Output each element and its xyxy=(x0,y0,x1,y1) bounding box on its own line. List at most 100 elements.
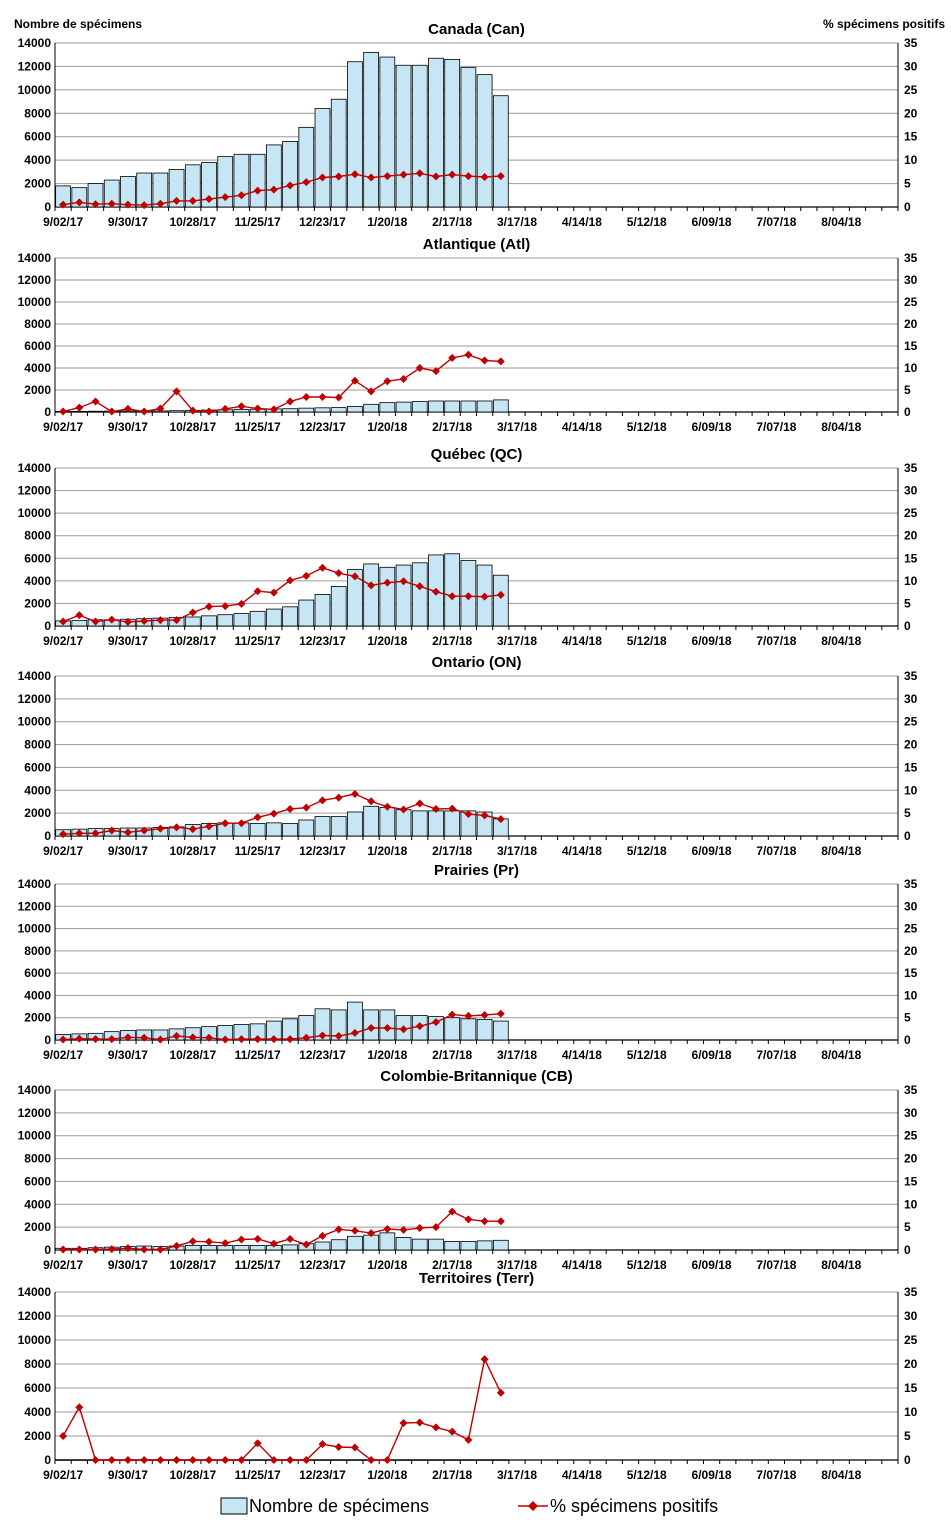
x-tick-label: 2/17/18 xyxy=(432,1048,472,1062)
line-point xyxy=(221,602,230,611)
line-point xyxy=(334,172,343,181)
y-right-tick-label: 30 xyxy=(904,484,918,498)
bar xyxy=(249,610,266,627)
line-point xyxy=(464,592,473,601)
line-point xyxy=(91,1035,100,1044)
y-right-tick-label: 0 xyxy=(904,1033,911,1047)
bar xyxy=(298,126,315,208)
line-point xyxy=(107,199,116,208)
line-point xyxy=(253,1439,262,1448)
y-left-tick-label: 10000 xyxy=(18,83,52,97)
line-point xyxy=(415,364,424,372)
x-tick-label: 3/17/18 xyxy=(497,420,537,434)
line-point xyxy=(480,592,489,601)
bar xyxy=(201,1245,217,1251)
bar xyxy=(71,619,88,627)
bar xyxy=(460,400,477,413)
bar xyxy=(492,1020,509,1041)
bar xyxy=(184,164,201,208)
line-point xyxy=(350,572,359,581)
bar xyxy=(444,400,461,413)
y-left-tick-label: 12000 xyxy=(18,273,52,287)
y-right-tick-label: 35 xyxy=(904,1083,918,1097)
x-tick-label: 3/17/18 xyxy=(497,1468,537,1482)
line-point xyxy=(75,1245,84,1254)
x-tick-label: 8/04/18 xyxy=(821,420,861,434)
bar xyxy=(282,140,298,208)
y-left-tick-label: 12000 xyxy=(18,59,52,73)
y-right-tick-label: 15 xyxy=(904,551,918,565)
line-point xyxy=(237,402,246,411)
y-left-tick-label: 4000 xyxy=(24,153,51,167)
y-left-tick-label: 14000 xyxy=(18,1285,52,1299)
y-left-tick-label: 6000 xyxy=(24,551,51,565)
bar xyxy=(330,1459,347,1461)
chart-panel: Atlantique (Atl) 0 0 2000 5 4000 10 6000 15 8000 2… xyxy=(18,236,918,434)
x-tick-label: 4/14/18 xyxy=(562,215,602,229)
line-point xyxy=(399,1419,408,1428)
x-tick-label: 1/20/18 xyxy=(367,1468,407,1482)
line-point xyxy=(140,826,149,835)
bar xyxy=(217,614,234,627)
line-point xyxy=(221,1239,230,1248)
line-point xyxy=(367,173,376,182)
x-tick-label: 3/17/18 xyxy=(497,634,537,648)
bar xyxy=(298,819,315,837)
line-point xyxy=(123,404,132,413)
line-point xyxy=(237,819,246,828)
y-left-tick-label: 4000 xyxy=(24,1405,51,1419)
y-right-tick-label: 10 xyxy=(904,988,918,1002)
y-right-tick-label: 30 xyxy=(904,59,918,73)
y-right-tick-label: 20 xyxy=(904,944,918,958)
bar xyxy=(492,1459,509,1461)
line-point xyxy=(448,170,457,179)
y-left-tick-label: 0 xyxy=(44,1453,51,1467)
x-tick-label: 4/14/18 xyxy=(562,1048,602,1062)
y-right-tick-label: 35 xyxy=(904,251,918,265)
line-point xyxy=(205,602,214,611)
bar xyxy=(330,98,347,208)
line-point xyxy=(286,1235,295,1244)
y-left-tick-label: 4000 xyxy=(24,574,51,588)
line-point xyxy=(367,387,376,396)
bar xyxy=(282,606,298,627)
x-tick-label: 2/17/18 xyxy=(432,420,472,434)
y-left-tick-label: 14000 xyxy=(18,669,52,683)
y-left-tick-label: 0 xyxy=(44,829,51,843)
line-point xyxy=(140,1245,149,1254)
line-point xyxy=(91,200,100,209)
bar xyxy=(233,1245,250,1251)
y-left-tick-label: 8000 xyxy=(24,1152,51,1166)
y-left-tick-label: 10000 xyxy=(18,1333,52,1347)
x-tick-label: 10/28/17 xyxy=(169,1048,216,1062)
y-left-tick-label: 14000 xyxy=(18,251,52,265)
bar xyxy=(363,1234,379,1251)
line-point xyxy=(286,1456,295,1464)
line-point xyxy=(350,1226,359,1235)
y-left-tick-label: 10000 xyxy=(18,715,52,729)
x-tick-label: 12/23/17 xyxy=(299,1258,346,1272)
y-right-tick-label: 5 xyxy=(904,596,911,610)
x-tick-label: 11/25/17 xyxy=(235,1258,281,1272)
line-point xyxy=(123,1033,132,1042)
line-point xyxy=(205,1456,214,1464)
y-right-tick-label: 30 xyxy=(904,692,918,706)
y-left-tick-label: 8000 xyxy=(24,944,51,958)
line-point xyxy=(221,193,230,202)
line-point xyxy=(383,578,392,587)
bar xyxy=(411,1238,428,1251)
y-left-tick-label: 6000 xyxy=(24,1381,51,1395)
x-tick-label: 6/09/18 xyxy=(692,1048,732,1062)
bar xyxy=(379,807,396,837)
y-left-tick-label: 4000 xyxy=(24,1197,51,1211)
line-point xyxy=(334,1031,343,1040)
bar xyxy=(314,407,331,413)
x-tick-label: 7/07/18 xyxy=(756,634,796,648)
bar xyxy=(492,95,509,208)
line-point xyxy=(140,1033,149,1042)
line-point xyxy=(318,173,327,182)
line-point xyxy=(318,796,327,805)
line-point xyxy=(431,1018,440,1027)
bar xyxy=(428,1238,444,1251)
